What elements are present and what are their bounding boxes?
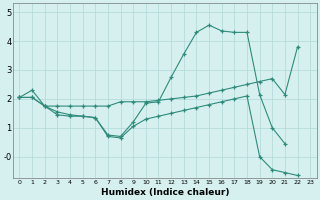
X-axis label: Humidex (Indice chaleur): Humidex (Indice chaleur) xyxy=(100,188,229,197)
